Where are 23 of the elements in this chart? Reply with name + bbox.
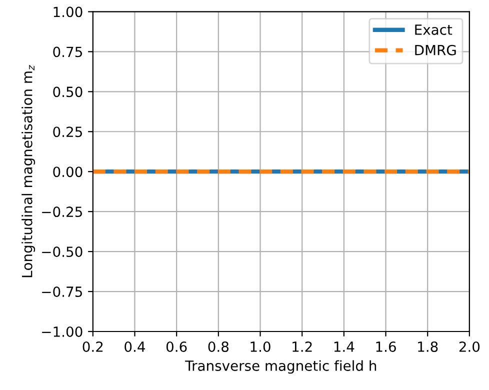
- x-axis-title: Transverse magnetic field h: [185, 360, 376, 374]
- x-tick-label: 1.2: [292, 341, 312, 352]
- y-tick-label: 0.50: [53, 86, 82, 98]
- x-tick-label: 1.6: [376, 341, 396, 352]
- x-tick-label: 2.0: [459, 341, 480, 352]
- x-tick-label: 1.0: [250, 341, 270, 352]
- y-tick-label: 0.75: [53, 46, 82, 58]
- legend-label: Exact: [415, 24, 452, 35]
- legend-label: DMRG: [415, 44, 456, 56]
- x-tick-label: 0.4: [124, 341, 146, 352]
- y-tick-label: 0.00: [53, 166, 82, 178]
- x-tick-label: 1.8: [418, 341, 438, 352]
- y-tick-label: 0.25: [53, 126, 82, 138]
- y-tick-label: −0.50: [42, 246, 82, 258]
- x-tick-label: 0.8: [208, 341, 229, 352]
- x-tick-label: 0.6: [166, 341, 187, 352]
- x-tick-label: 0.2: [82, 341, 103, 352]
- y-tick-label: −1.00: [42, 326, 82, 337]
- y-tick-label: −0.25: [42, 206, 82, 218]
- y-tick-label: −0.75: [42, 286, 82, 297]
- y-tick-label: 1.00: [54, 6, 82, 18]
- y-axis-title: Longitudinal magnetisation m$_{z}$: [22, 65, 36, 278]
- x-tick-label: 1.4: [334, 342, 354, 352]
